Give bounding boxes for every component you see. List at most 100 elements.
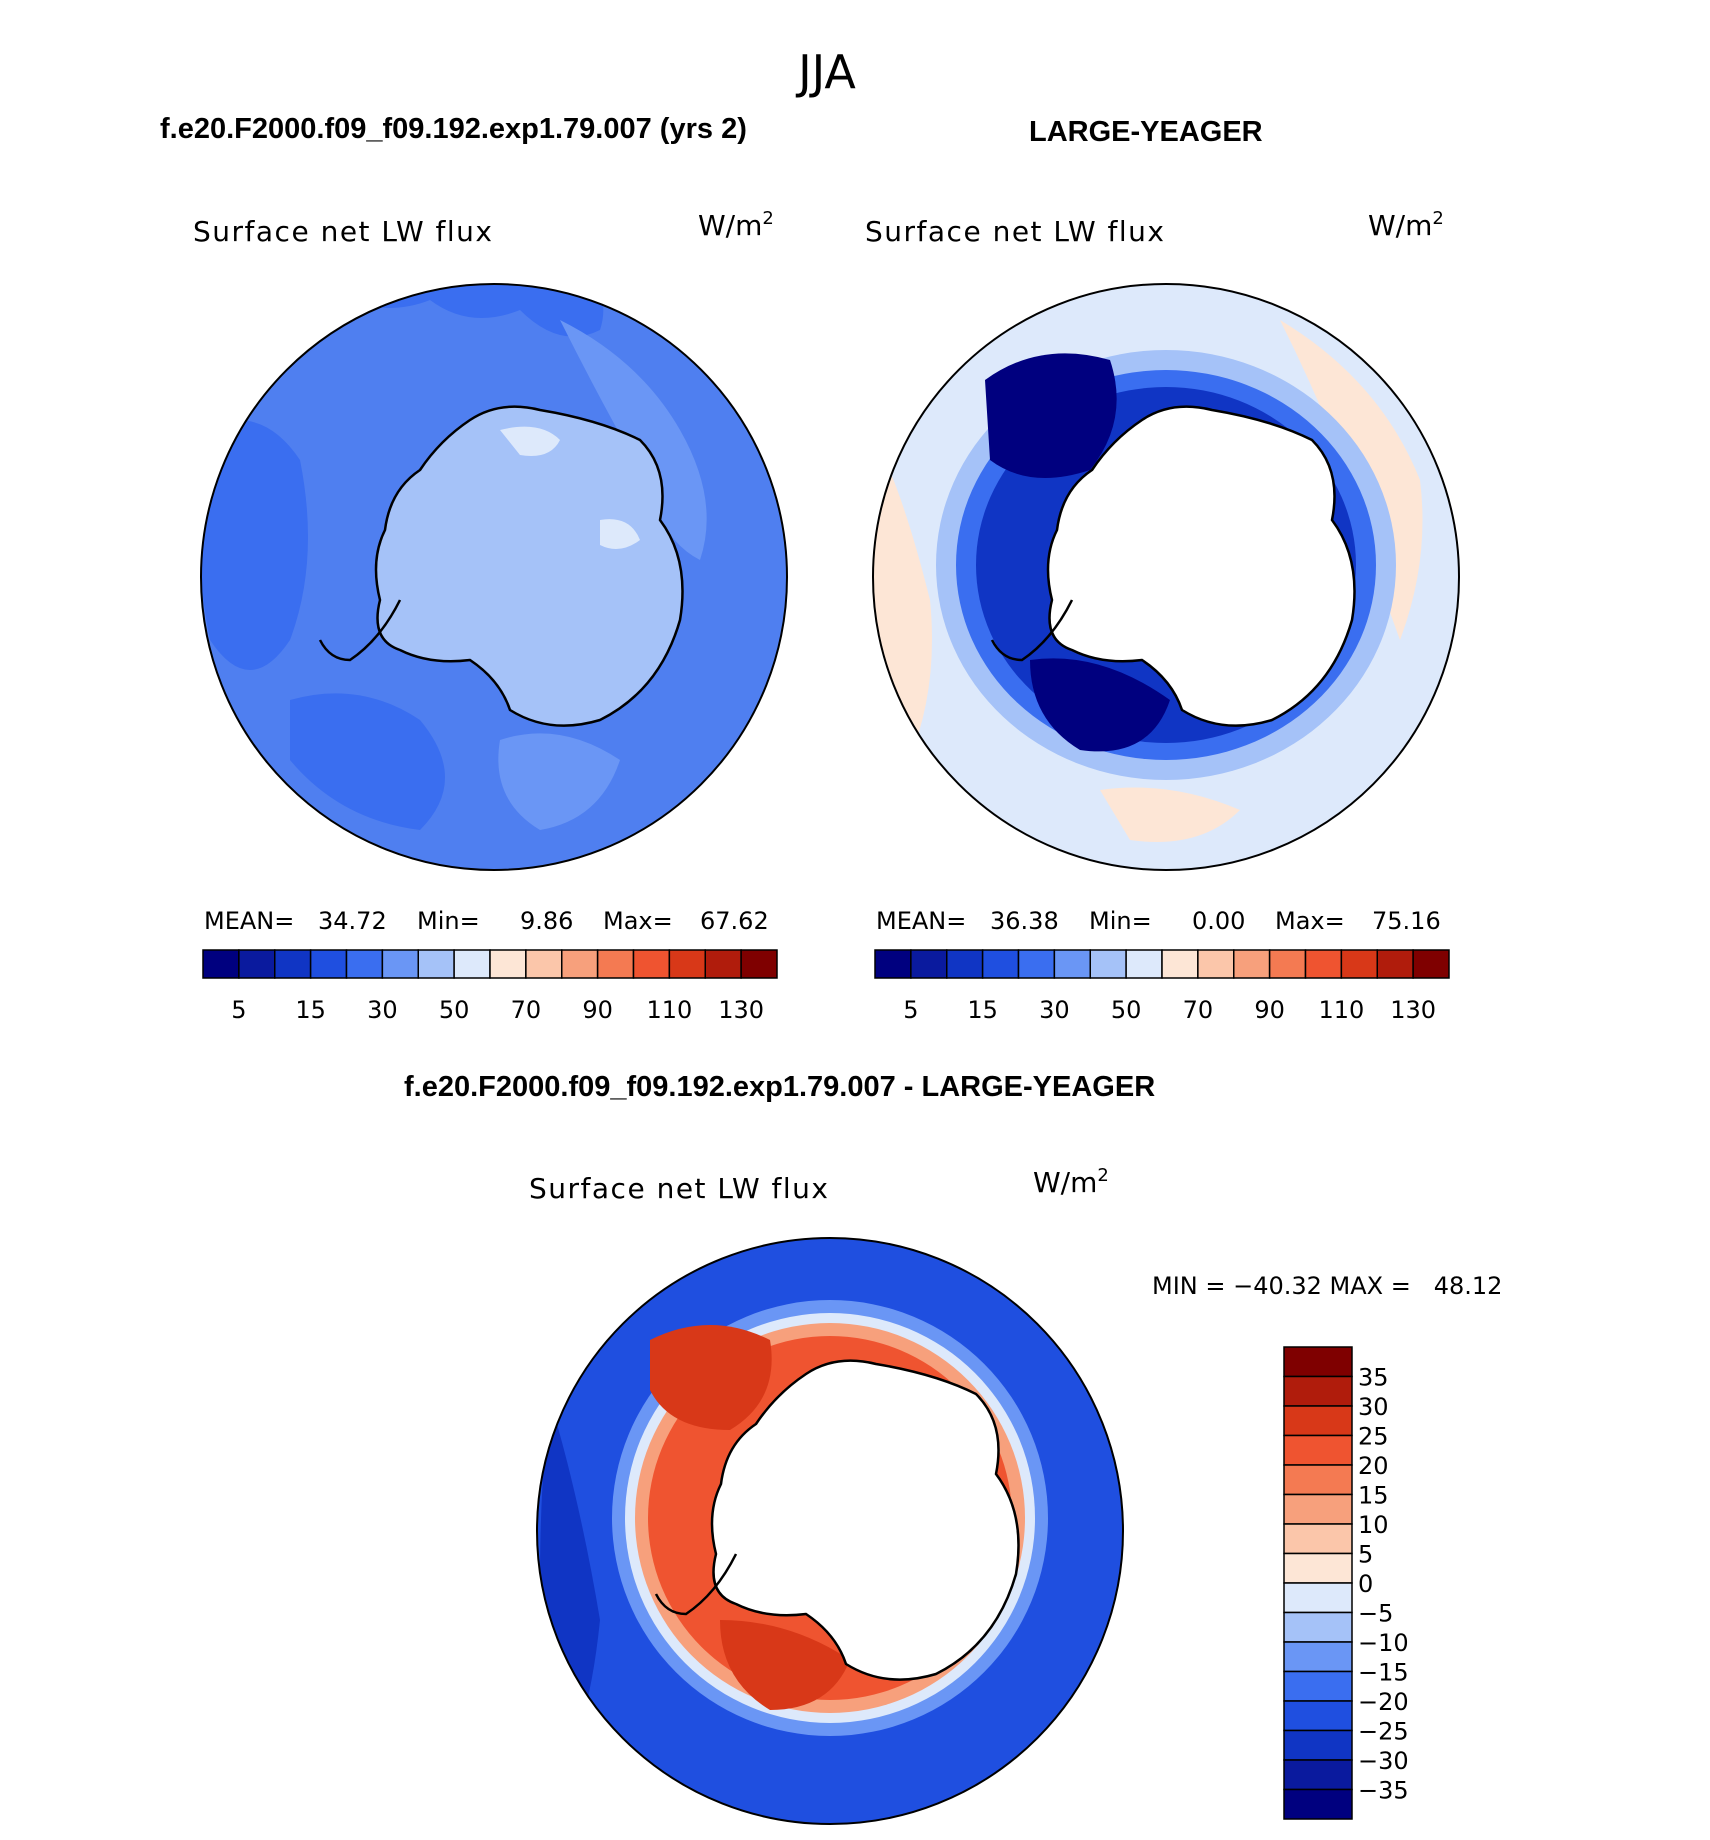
panel-difference-colorbar-tick-label: −35 bbox=[1358, 1777, 1409, 1805]
panel-obs-colorbar-box bbox=[1161, 949, 1199, 979]
panel-obs-colorbar-box bbox=[981, 949, 1020, 979]
panel-difference-colorbar-tick-label: 25 bbox=[1358, 1423, 1389, 1451]
panel-model-colorbar-tick-label: 90 bbox=[582, 996, 613, 1024]
panel-difference-colorbar-box bbox=[1283, 1434, 1353, 1466]
map-shade-region bbox=[720, 1620, 850, 1710]
antarctica-landmass bbox=[710, 1359, 1020, 1681]
panel-difference-colorbar-tick-label: −15 bbox=[1358, 1659, 1409, 1687]
panel-difference-colorbar-tick-label: 20 bbox=[1358, 1452, 1389, 1480]
panel-obs-colorbar-tick-label: 70 bbox=[1183, 996, 1214, 1024]
map-border bbox=[200, 283, 788, 871]
antarctic-peninsula-outline bbox=[654, 1553, 738, 1616]
panel-obs-case-title: LARGE-YEAGER bbox=[1029, 116, 1263, 148]
map-shade-region bbox=[650, 1325, 772, 1430]
panel-obs-colorbar-box bbox=[1233, 949, 1271, 979]
map-shade-region bbox=[290, 693, 445, 830]
panel-obs-colorbar-box bbox=[1268, 949, 1307, 979]
panel-obs-colorbar: 5 15 30 50 70 90 110 130 bbox=[874, 949, 1450, 1024]
map-shade-region bbox=[1100, 787, 1240, 842]
panel-difference-colorbar-tick-label: 0 bbox=[1358, 1570, 1373, 1598]
panel-difference-colorbar-box bbox=[1283, 1552, 1353, 1584]
panel-obs-colorbar-box bbox=[1376, 949, 1414, 979]
panel-model-stats: MEAN= 34.72 Min= 9.86 Max= 67.62 bbox=[204, 907, 769, 935]
panel-model-map bbox=[200, 283, 788, 871]
panel-obs-colorbar-box bbox=[946, 949, 984, 979]
panel-model-colorbar-box bbox=[345, 949, 384, 979]
panel-model: f.e20.F2000.f09_f09.192.exp1.79.007 (yrs… bbox=[160, 113, 788, 1024]
panel-model-colorbar-tick-label: 30 bbox=[367, 996, 398, 1024]
panel-obs-colorbar-box bbox=[1412, 949, 1450, 979]
panel-difference-colorbar-box bbox=[1283, 1523, 1353, 1555]
panel-difference-colorbar-box bbox=[1283, 1729, 1353, 1761]
panel-model-colorbar-tick-label: 15 bbox=[295, 996, 326, 1024]
map-shade-region bbox=[500, 426, 560, 456]
antarctic-peninsula-outline bbox=[318, 599, 402, 662]
panel-obs-colorbar-box bbox=[910, 949, 948, 979]
panel-model-colorbar-tick-label: 5 bbox=[231, 996, 246, 1024]
panel-model-colorbar-box bbox=[417, 949, 455, 979]
panel-model-variable-label: Surface net LW flux bbox=[193, 215, 494, 248]
panel-difference-colorbar-box bbox=[1283, 1670, 1353, 1702]
panel-difference-colorbar-box bbox=[1283, 1788, 1353, 1820]
panel-model-colorbar-box bbox=[202, 949, 240, 979]
antarctica-landmass bbox=[1046, 405, 1356, 727]
panel-model-colorbar-box bbox=[238, 949, 276, 979]
panel-model-colorbar-box bbox=[309, 949, 348, 979]
panel-obs: LARGE-YEAGER Surface net LW flux W/m2 ME… bbox=[865, 116, 1460, 1024]
panel-model-colorbar-box bbox=[381, 949, 419, 979]
panel-obs-stats: MEAN= 36.38 Min= 0.00 Max= 75.16 bbox=[876, 907, 1441, 935]
panel-model-case-title: f.e20.F2000.f09_f09.192.exp1.79.007 (yrs… bbox=[160, 113, 747, 145]
panel-obs-colorbar-tick-label: 130 bbox=[1390, 996, 1436, 1024]
panel-model-colorbar-tick-label: 110 bbox=[646, 996, 692, 1024]
panel-model-colorbar-box bbox=[274, 949, 312, 979]
panel-obs-colorbar-box bbox=[1017, 949, 1056, 979]
panel-obs-variable-label: Surface net LW flux bbox=[865, 215, 1166, 248]
panel-obs-colorbar-box bbox=[1125, 949, 1163, 979]
map-shade-region bbox=[600, 519, 640, 549]
panel-difference-colorbar-tick-label: 10 bbox=[1358, 1511, 1389, 1539]
panel-difference-colorbar-tick-label: 15 bbox=[1358, 1482, 1389, 1510]
panel-difference-colorbar-box bbox=[1283, 1641, 1353, 1673]
panel-obs-colorbar-box bbox=[1089, 949, 1127, 979]
antarctica-landmass bbox=[374, 405, 684, 727]
panel-obs-colorbar-box bbox=[1053, 949, 1091, 979]
panel-model-colorbar-box bbox=[596, 949, 635, 979]
panel-difference-colorbar-tick-label: 35 bbox=[1358, 1364, 1389, 1392]
panel-obs-colorbar-tick-label: 90 bbox=[1254, 996, 1285, 1024]
panel-model-units: W/m2 bbox=[698, 208, 774, 242]
panel-difference-case-title: f.e20.F2000.f09_f09.192.exp1.79.007 - LA… bbox=[404, 1071, 1155, 1103]
panel-obs-colorbar-tick-label: 15 bbox=[967, 996, 998, 1024]
map-border bbox=[872, 283, 1460, 871]
panel-difference-map bbox=[536, 1237, 1124, 1825]
map-shade-region bbox=[498, 733, 620, 830]
panel-model-colorbar: 5 15 30 50 70 90 110 130 bbox=[202, 949, 778, 1024]
panel-difference-colorbar-tick-label: −30 bbox=[1358, 1747, 1409, 1775]
panel-model-colorbar-box bbox=[704, 949, 742, 979]
panel-difference-colorbar-box bbox=[1283, 1700, 1353, 1732]
panel-difference-units: W/m2 bbox=[1033, 1165, 1109, 1199]
panel-difference-colorbar-tick-label: −10 bbox=[1358, 1629, 1409, 1657]
panel-model-colorbar-box bbox=[740, 949, 778, 979]
panel-model-colorbar-box bbox=[668, 949, 706, 979]
panel-difference-variable-label: Surface net LW flux bbox=[529, 1172, 830, 1205]
panel-difference-colorbar-box bbox=[1283, 1375, 1353, 1407]
map-shade-region bbox=[985, 353, 1117, 478]
panel-obs-colorbar-tick-label: 110 bbox=[1318, 996, 1364, 1024]
map-border bbox=[536, 1237, 1124, 1825]
panel-obs-colorbar-box bbox=[1340, 949, 1378, 979]
panel-difference-colorbar-box bbox=[1283, 1582, 1353, 1614]
panel-obs-colorbar-box bbox=[1197, 949, 1235, 979]
map-shade-region bbox=[1030, 658, 1170, 752]
panel-difference-colorbar-box bbox=[1283, 1759, 1353, 1791]
panel-difference: f.e20.F2000.f09_f09.192.exp1.79.007 - LA… bbox=[404, 1071, 1502, 1825]
panel-model-colorbar-box bbox=[489, 949, 527, 979]
panel-model-colorbar-box bbox=[525, 949, 563, 979]
panel-model-colorbar-box bbox=[632, 949, 671, 979]
season-title: JJA bbox=[795, 45, 856, 99]
panel-obs-colorbar-tick-label: 5 bbox=[903, 996, 918, 1024]
panel-difference-colorbar-tick-label: −20 bbox=[1358, 1688, 1409, 1716]
panel-difference-colorbar-tick-label: 5 bbox=[1358, 1541, 1373, 1569]
panel-model-colorbar-box bbox=[453, 949, 491, 979]
